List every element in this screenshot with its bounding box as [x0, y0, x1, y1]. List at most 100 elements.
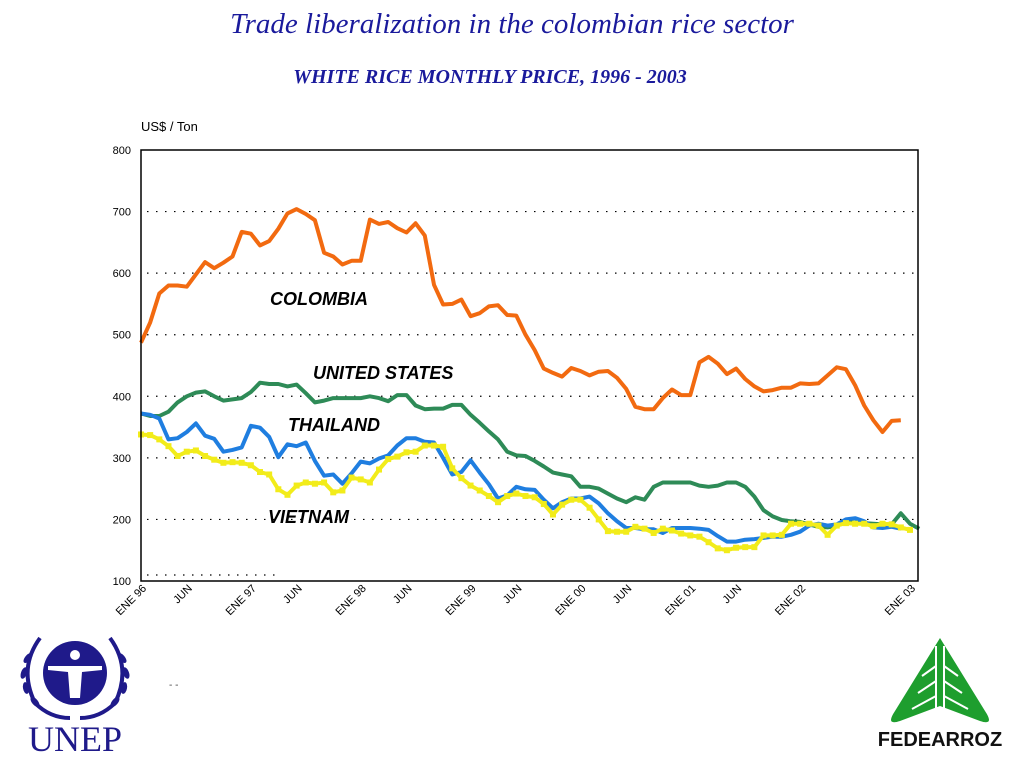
data-point-vietnam — [604, 528, 611, 535]
label-colombia: COLOMBIA — [270, 289, 368, 309]
data-point-vietnam — [824, 531, 831, 538]
x-tick-label: JUN — [501, 583, 525, 607]
data-point-vietnam — [192, 447, 199, 454]
data-point-vietnam — [394, 453, 401, 460]
y-axis-label: US$ / Ton — [141, 119, 198, 134]
unep-emblem-icon: UNEP — [20, 636, 130, 759]
data-point-vietnam — [485, 493, 492, 500]
data-point-vietnam — [632, 523, 639, 530]
data-point-vietnam — [614, 528, 621, 535]
data-point-vietnam — [586, 504, 593, 511]
data-point-vietnam — [531, 494, 538, 501]
x-tick-label: ENE 03 — [883, 583, 918, 618]
data-point-vietnam — [376, 466, 383, 473]
data-point-vietnam — [852, 520, 859, 527]
series-line-colombia — [139, 207, 901, 434]
unep-logo: UNEP — [10, 618, 140, 759]
data-point-vietnam — [257, 469, 264, 476]
x-tick-label: ENE 99 — [443, 583, 478, 618]
fedearroz-logo: FEDEARROZ — [870, 636, 1010, 756]
data-point-vietnam — [522, 493, 529, 500]
y-axis-ticks: 800 700 600 500 400 300 200 100 — [113, 145, 131, 588]
data-point-vietnam — [430, 442, 437, 449]
data-point-vietnam — [165, 443, 172, 450]
data-point-vietnam — [540, 501, 547, 508]
fedearroz-wordmark: FEDEARROZ — [878, 729, 1002, 751]
data-point-vietnam — [311, 480, 318, 487]
data-point-vietnam — [412, 448, 419, 455]
label-thailand: THAILAND — [288, 415, 380, 435]
data-point-vietnam — [687, 532, 694, 539]
data-point-vietnam — [293, 482, 300, 489]
x-tick-label: JUN — [281, 583, 305, 607]
data-point-vietnam — [678, 530, 685, 537]
x-tick-label: JUN — [171, 583, 195, 607]
series-line-united-states — [140, 380, 921, 531]
data-point-vietnam — [302, 479, 309, 486]
data-point-vietnam — [833, 522, 840, 529]
data-point-vietnam — [458, 475, 465, 482]
data-point-vietnam — [366, 479, 373, 486]
data-point-vietnam — [714, 545, 721, 552]
data-point-vietnam — [559, 501, 566, 508]
y-tick-label: 300 — [113, 453, 131, 465]
series-lines — [138, 207, 921, 554]
x-tick-label: JUN — [611, 583, 635, 607]
data-point-vietnam — [156, 436, 163, 443]
chart-subtitle: WHITE RICE MONTHLY PRICE, 1996 - 2003 — [293, 66, 687, 88]
data-point-vietnam — [806, 520, 813, 527]
data-point-vietnam — [275, 486, 282, 493]
x-axis-ticks: ENE 96 JUN ENE 97 JUN ENE 98 JUN ENE 99 JUN ENE … — [114, 583, 918, 618]
data-point-vietnam — [733, 544, 740, 551]
data-point-vietnam — [641, 525, 648, 532]
label-vietnam: VIETNAM — [268, 507, 350, 527]
data-point-vietnam — [879, 520, 886, 527]
data-point-vietnam — [769, 532, 776, 539]
x-tick-label: ENE 00 — [553, 583, 588, 618]
data-point-vietnam — [220, 459, 227, 466]
unep-wordmark: UNEP — [28, 719, 122, 758]
y-tick-label: 400 — [113, 391, 131, 403]
data-point-vietnam — [751, 544, 758, 551]
data-point-vietnam — [861, 520, 868, 527]
data-point-vietnam — [888, 521, 895, 528]
x-tick-label: JUN — [391, 583, 415, 607]
data-point-vietnam — [659, 525, 666, 532]
data-point-vietnam — [723, 547, 730, 554]
data-point-vietnam — [421, 442, 428, 449]
data-point-vietnam — [183, 448, 190, 455]
y-tick-label: 200 — [113, 514, 131, 526]
x-tick-label: ENE 01 — [663, 583, 698, 618]
page-title: Trade liberalization in the colombian ri… — [230, 8, 794, 40]
data-point-vietnam — [495, 499, 502, 506]
stray-marks: - - — [169, 680, 179, 691]
data-point-vietnam — [247, 462, 254, 469]
data-point-vietnam — [440, 443, 447, 450]
data-point-vietnam — [549, 511, 556, 518]
data-point-vietnam — [650, 529, 657, 536]
data-point-vietnam — [284, 491, 291, 498]
data-point-vietnam — [238, 459, 245, 466]
data-point-vietnam — [842, 520, 849, 527]
data-point-vietnam — [449, 465, 456, 472]
data-point-vietnam — [668, 527, 675, 534]
x-tick-label: ENE 02 — [773, 583, 808, 618]
data-point-vietnam — [330, 489, 337, 496]
data-point-vietnam — [797, 520, 804, 527]
data-point-vietnam — [467, 482, 474, 489]
data-point-vietnam — [870, 523, 877, 530]
data-point-vietnam — [815, 522, 822, 529]
data-point-vietnam — [778, 531, 785, 538]
data-point-vietnam — [202, 453, 209, 460]
data-point-vietnam — [787, 520, 794, 527]
data-point-vietnam — [568, 496, 575, 503]
data-point-vietnam — [595, 516, 602, 523]
y-tick-label: 100 — [113, 576, 131, 588]
y-tick-label: 800 — [113, 145, 131, 157]
data-point-vietnam — [907, 526, 913, 533]
data-point-vietnam — [696, 533, 703, 540]
x-tick-label: JUN — [721, 583, 745, 607]
data-point-vietnam — [147, 432, 154, 439]
label-united-states: UNITED STATES — [313, 363, 453, 383]
x-tick-label: ENE 97 — [224, 583, 259, 618]
